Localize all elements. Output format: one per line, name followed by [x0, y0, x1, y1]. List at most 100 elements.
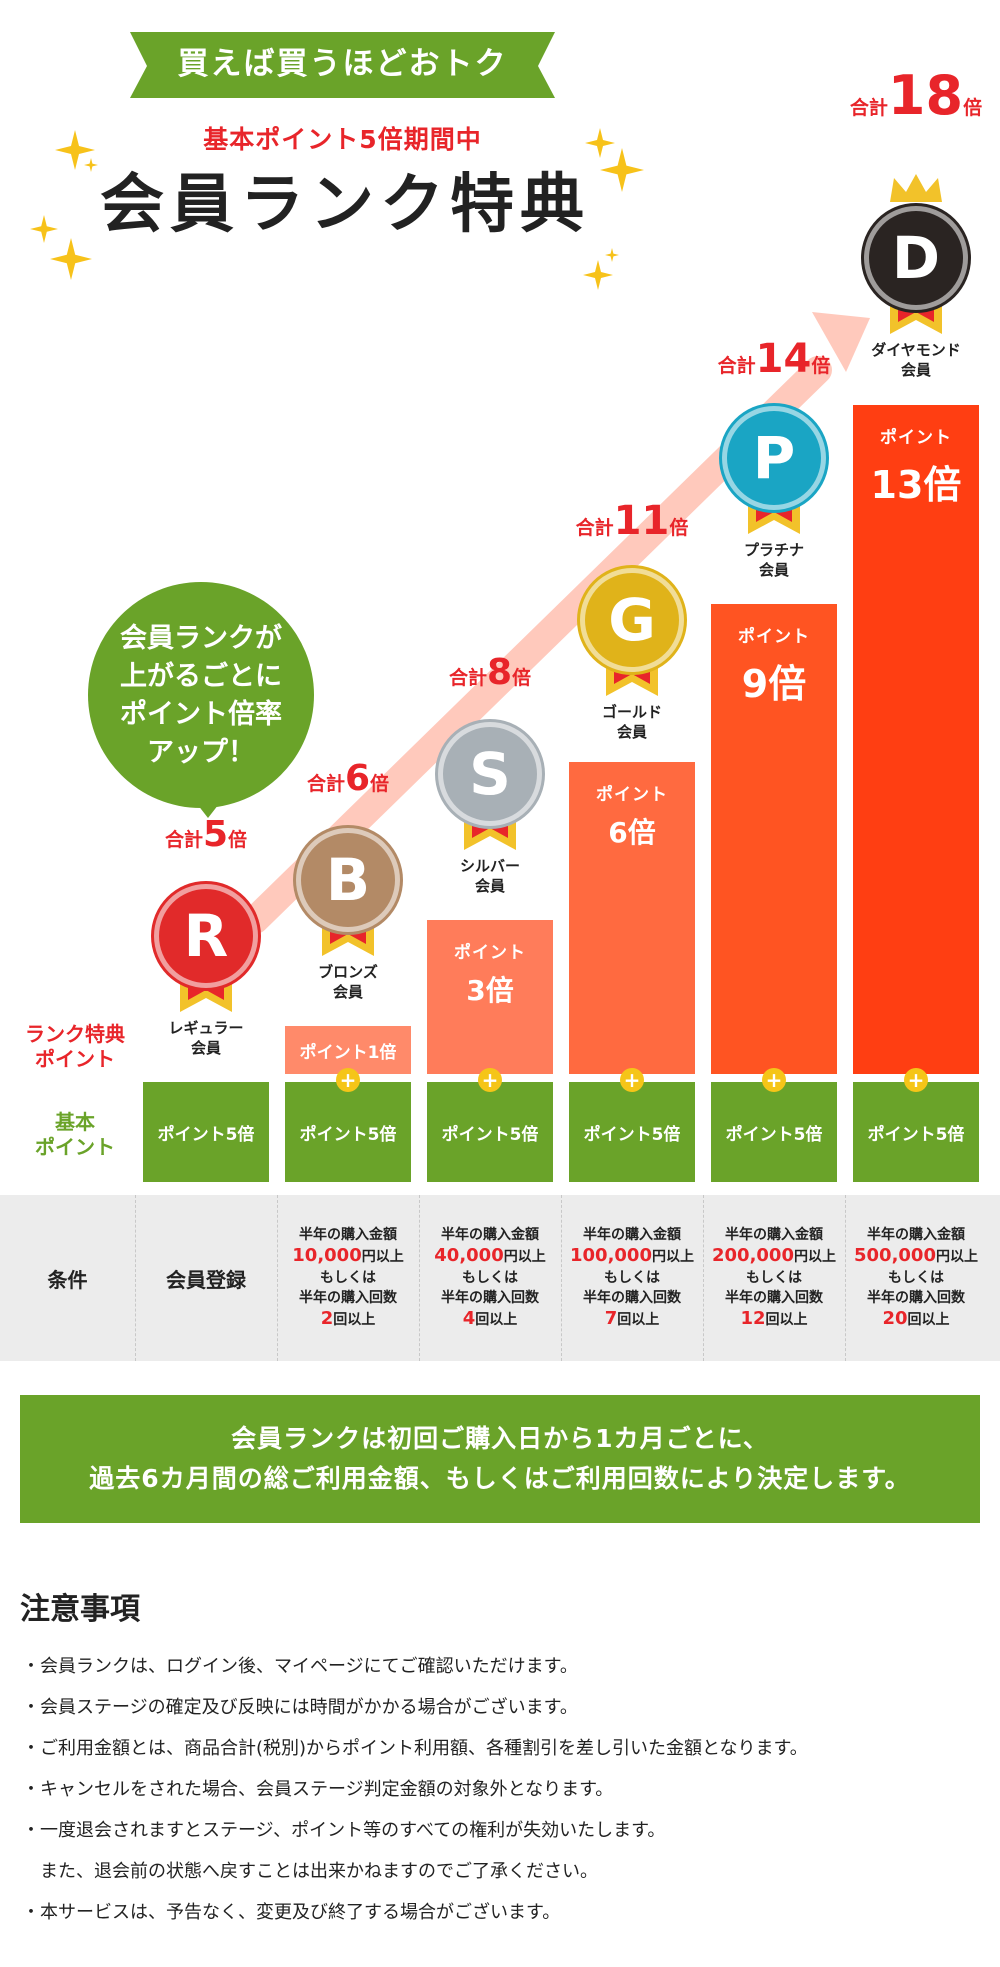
- count-suffix: 回以上: [765, 1312, 808, 1328]
- count-label: 半年の購入回数: [441, 1290, 539, 1306]
- rank-point-label-line: ポイント: [35, 1047, 115, 1071]
- total-unit: 倍: [370, 773, 390, 795]
- rank-total-multiplier: 合計5倍: [116, 814, 296, 855]
- note-item: ・会員ランクは、ログイン後、マイページにてご確認いただけます。: [22, 1656, 578, 1677]
- bonus-bar-platinum: ポイント 9倍: [711, 604, 837, 1074]
- amount-value: 200,000円以上: [712, 1245, 836, 1266]
- base-point-box: ポイント5倍: [427, 1082, 553, 1182]
- bubble-line: ポイント倍率: [120, 699, 282, 730]
- count-label: 半年の購入回数: [583, 1290, 681, 1306]
- total-unit: 倍: [811, 355, 831, 377]
- conditions-header: 条件: [47, 1267, 88, 1292]
- speech-bubble: [88, 582, 314, 808]
- bonus-bar-value: 13倍: [870, 463, 962, 507]
- total-value: 8: [486, 652, 513, 693]
- sparkle-icon: [50, 238, 92, 280]
- amount-suffix: 円以上: [935, 1249, 978, 1265]
- total-unit: 倍: [669, 517, 689, 539]
- bonus-bar-label: ポイント1倍: [299, 1042, 397, 1063]
- base-point-label-line: ポイント: [35, 1135, 115, 1159]
- bonus-bar-silver: ポイント 3倍: [427, 920, 553, 1074]
- count-suffix: 回以上: [475, 1312, 518, 1328]
- amount-suffix: 円以上: [503, 1249, 546, 1265]
- banner-line: 過去6カ月間の総ご利用金額、もしくはご利用回数により決定します。: [89, 1464, 911, 1493]
- sparkle-icon: [55, 130, 95, 170]
- conditions-table: [0, 1195, 1000, 1361]
- bonus-bar-label: ポイント: [596, 785, 668, 805]
- condition-regular: 会員登録: [166, 1267, 246, 1292]
- base-point-box: ポイント5倍: [569, 1082, 695, 1182]
- medal-letter: B: [325, 846, 371, 914]
- bonus-bar-label: ポイント: [880, 428, 952, 448]
- bonus-bar-value: 6倍: [608, 816, 656, 849]
- page-title: 会員ランク特典: [100, 168, 590, 242]
- rank-name: レギュラー 会員: [126, 1018, 286, 1058]
- banner-line: 会員ランクは初回ご購入日から1カ月ごとに、: [231, 1424, 769, 1453]
- column-divider: [561, 1195, 562, 1361]
- amount-label: 半年の購入金額: [299, 1227, 397, 1243]
- note-item: また、退会前の状態へ戻すことは出来かねますのでご了承ください。: [22, 1861, 598, 1882]
- total-value: 6: [344, 758, 371, 799]
- rank-total-multiplier: 合計18倍: [826, 64, 1000, 127]
- total-unit: 倍: [228, 829, 248, 851]
- total-unit: 倍: [963, 97, 983, 119]
- base-point-box: ポイント5倍: [143, 1082, 269, 1182]
- rank-name: シルバー 会員: [410, 856, 570, 896]
- amount-value: 100,000円以上: [570, 1245, 694, 1266]
- or-label: もしくは: [888, 1270, 944, 1286]
- amount-value: 40,000円以上: [434, 1245, 546, 1266]
- amount-label: 半年の購入金額: [583, 1227, 681, 1243]
- bubble-line: 上がるごとに: [120, 661, 282, 692]
- medal-letter: D: [891, 224, 941, 292]
- total-label: 合計: [448, 667, 487, 689]
- count-value: 4回以上: [462, 1308, 518, 1329]
- rank-name-line: ダイヤモンド: [871, 341, 961, 359]
- bubble-line: アップ！: [147, 737, 255, 768]
- rank-name-line: 会員: [190, 1039, 221, 1057]
- count-suffix: 回以上: [907, 1312, 950, 1328]
- condition-cell: 半年の購入金額 100,000円以上 もしくは 半年の購入回数 7回以上: [561, 1195, 703, 1361]
- total-value: 11: [613, 498, 670, 544]
- condition-cell: 半年の購入金額 10,000円以上 もしくは 半年の購入回数 2回以上: [277, 1195, 419, 1361]
- base-point-label-line: 基本: [55, 1110, 95, 1134]
- rank-name-line: ブロンズ: [318, 963, 378, 981]
- column-divider: [845, 1195, 846, 1361]
- rank-medal-icon: G: [580, 568, 684, 672]
- condition-cell: 半年の購入金額 40,000円以上 もしくは 半年の購入回数 4回以上: [419, 1195, 561, 1361]
- total-label: 合計: [849, 97, 888, 119]
- rank-decision-banner: 会員ランクは初回ご購入日から1カ月ごとに、 過去6カ月間の総ご利用金額、もしくは…: [20, 1395, 980, 1523]
- sparkle-icon: [600, 148, 644, 192]
- count-value: 7回以上: [604, 1308, 660, 1329]
- speech-bubble-tail: [194, 800, 222, 818]
- note-item: ・本サービスは、予告なく、変更及び終了する場合がございます。: [22, 1902, 561, 1923]
- plus-icon: +: [620, 1068, 644, 1092]
- count-value: 20回以上: [882, 1308, 950, 1329]
- column-divider: [135, 1195, 136, 1361]
- medal-letter: S: [469, 740, 511, 808]
- rank-point-label: ランク特典 ポイント: [10, 1022, 140, 1072]
- count-suffix: 回以上: [333, 1312, 376, 1328]
- count-value: 12回以上: [740, 1308, 808, 1329]
- medal-letter: P: [752, 424, 796, 492]
- or-label: もしくは: [746, 1270, 802, 1286]
- note-item: ・会員ステージの確定及び反映には時間がかかる場合がございます。: [22, 1697, 578, 1718]
- rank-name: ダイヤモンド 会員: [836, 340, 996, 380]
- column-divider: [419, 1195, 420, 1361]
- crown-icon: [888, 172, 944, 206]
- count-label: 半年の購入回数: [867, 1290, 965, 1306]
- medal-letter: R: [183, 902, 229, 970]
- column-divider: [703, 1195, 704, 1361]
- rank-total-multiplier: 合計11倍: [542, 498, 722, 544]
- condition-cell: 半年の購入金額 500,000円以上 もしくは 半年の購入回数 20回以上: [845, 1195, 987, 1361]
- rank-name-line: シルバー: [459, 857, 520, 875]
- amount-value: 10,000円以上: [292, 1245, 404, 1266]
- rank-name: ゴールド 会員: [552, 702, 712, 742]
- amount-suffix: 円以上: [361, 1249, 404, 1265]
- plus-icon: +: [904, 1068, 928, 1092]
- plus-icon: +: [762, 1068, 786, 1092]
- rank-name-line: 会員: [758, 561, 789, 579]
- bonus-bar-gold: ポイント 6倍: [569, 762, 695, 1074]
- amount-value: 500,000円以上: [854, 1245, 978, 1266]
- ribbon-text: 買えば買うほどおトク: [177, 46, 508, 82]
- rank-name-line: 会員: [616, 723, 647, 741]
